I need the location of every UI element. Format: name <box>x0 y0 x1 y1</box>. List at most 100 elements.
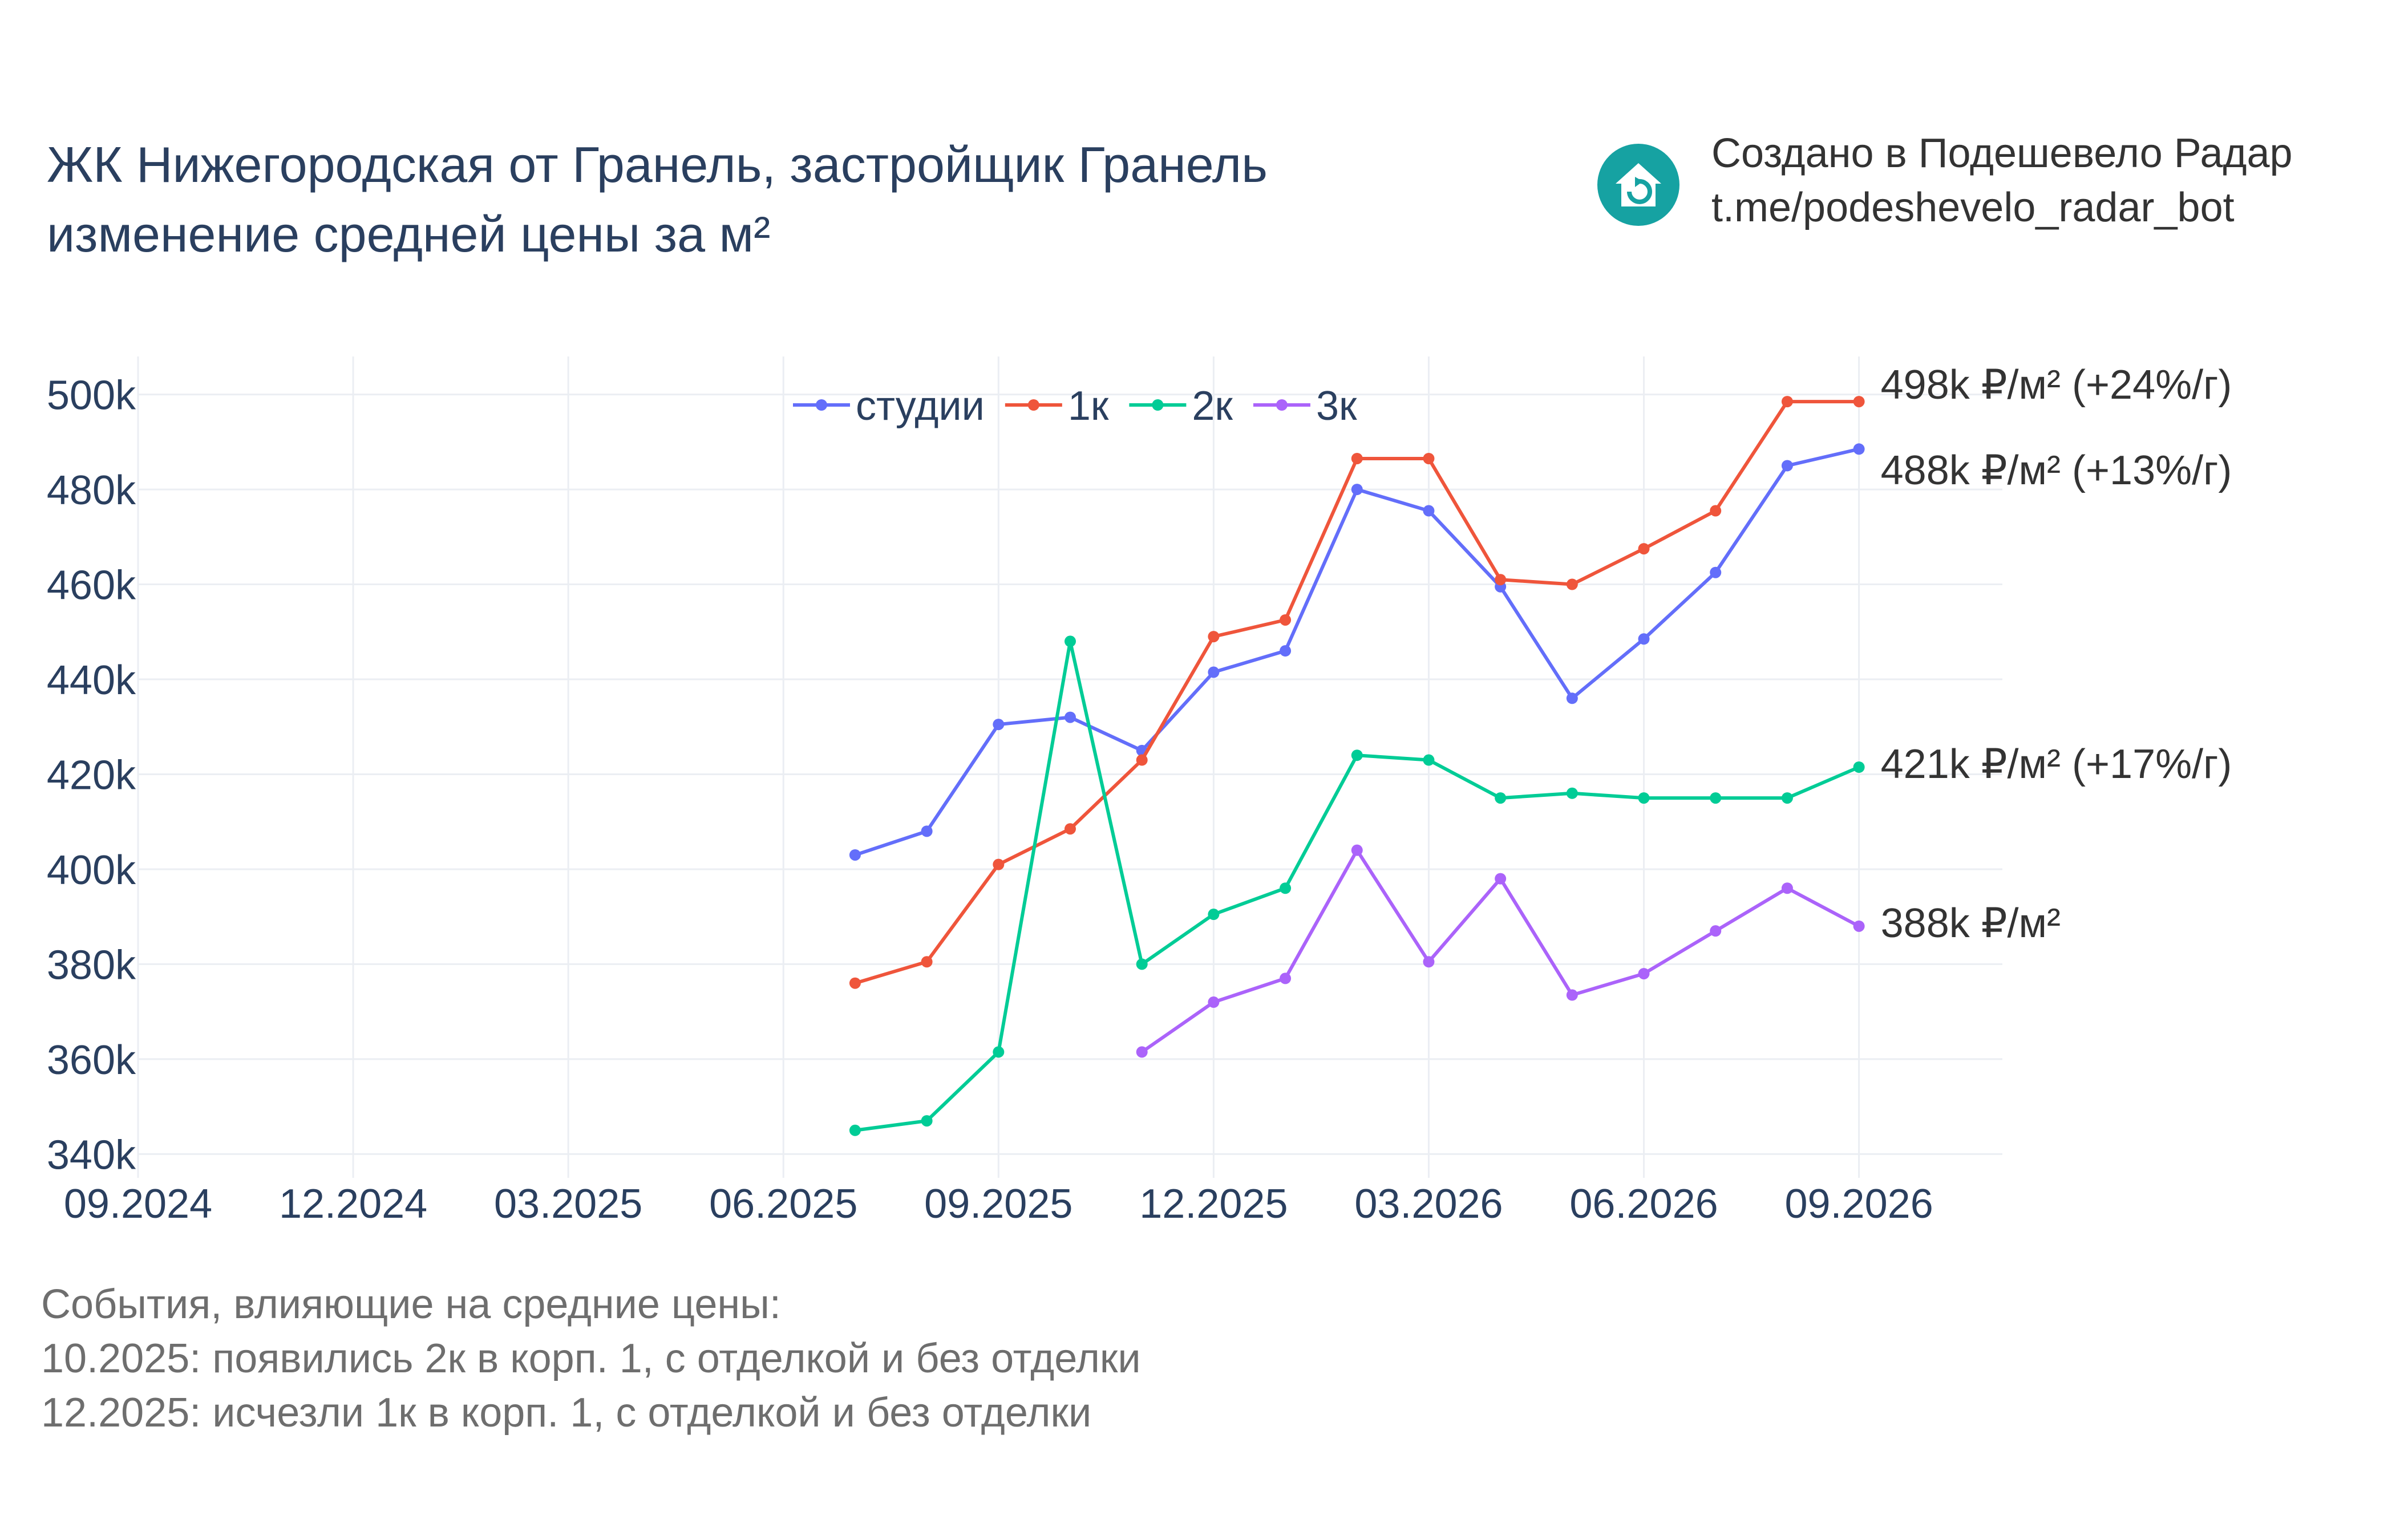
series-line <box>854 447 1860 857</box>
data-point <box>1853 396 1865 408</box>
series-студии <box>849 443 1865 861</box>
data-point <box>1280 645 1292 657</box>
data-point <box>1208 909 1220 921</box>
data-point <box>1853 443 1865 455</box>
axis-labels: 340k 360k 380k 400k 420k 440k 460k 480k 500k 09.2… <box>47 373 1933 1227</box>
data-point <box>1853 761 1865 773</box>
data-point <box>1351 452 1363 464</box>
data-point <box>993 1046 1005 1058</box>
data-point <box>1853 920 1865 932</box>
data-point <box>921 1115 933 1127</box>
y-tick-label: 420k <box>47 752 136 798</box>
legend-swatch-marker <box>1276 399 1288 411</box>
series-1к <box>849 396 1865 989</box>
series-lines <box>849 396 1865 1136</box>
grid-lines <box>137 356 2002 1178</box>
series-line <box>855 639 1860 1132</box>
legend-item: 1к <box>1005 383 1109 429</box>
data-point <box>1280 882 1292 894</box>
data-point <box>1638 543 1650 555</box>
x-tick-label: 06.2025 <box>709 1181 857 1227</box>
data-point <box>849 977 861 989</box>
credit-line-1: Создано в Подешевело Радар <box>1711 131 2293 176</box>
data-point <box>1351 749 1363 761</box>
data-point <box>1638 968 1650 980</box>
data-point <box>1710 505 1722 517</box>
events-heading: События, влияющие на средние цены: <box>41 1282 781 1327</box>
y-tick-label: 440k <box>47 658 136 703</box>
end-value-label: 488k ₽/м² (+13%/г) <box>1881 448 2232 493</box>
data-point <box>1566 692 1578 704</box>
data-point <box>1781 460 1793 472</box>
y-tick-label: 500k <box>47 373 136 419</box>
legend-label: 3к <box>1316 383 1357 429</box>
x-tick-label: 09.2024 <box>64 1181 212 1227</box>
legend-swatch-marker <box>1027 399 1039 411</box>
legend-swatch-marker <box>816 399 827 411</box>
end-value-label: 498k ₽/м² (+24%/г) <box>1881 362 2232 408</box>
credit-line-2: t.me/podeshevelo_radar_bot <box>1711 185 2235 230</box>
legend-label: 2к <box>1192 383 1233 429</box>
chart-title: ЖК Нижегородская от Гранель, застройщик … <box>47 130 1268 269</box>
data-point <box>1710 925 1722 937</box>
data-point <box>1638 633 1650 645</box>
y-tick-label: 480k <box>47 468 136 513</box>
y-tick-label: 400k <box>47 848 136 893</box>
data-point <box>1280 972 1292 984</box>
data-point <box>1781 882 1793 894</box>
data-point <box>1351 484 1363 496</box>
legend-item: 3к <box>1253 383 1357 429</box>
end-value-label: 388k ₽/м² <box>1881 901 2061 946</box>
title-line-1: ЖК Нижегородская от Гранель, застройщик … <box>47 136 1268 193</box>
data-point <box>1423 754 1435 766</box>
x-tick-label: 12.2024 <box>279 1181 427 1227</box>
event-item: 12.2025: исчезли 1к в корп. 1, с отделко… <box>41 1390 1092 1436</box>
series-2к <box>849 635 1865 1136</box>
data-point <box>1781 792 1793 804</box>
data-point <box>1710 792 1722 804</box>
end-labels: 488k ₽/м² (+13%/г) 498k ₽/м² (+24%/г) 421k… <box>1881 362 2232 946</box>
legend-swatch-marker <box>1152 399 1164 411</box>
data-point <box>1423 956 1435 968</box>
data-point <box>993 719 1005 731</box>
house-refresh-icon <box>1597 144 1679 226</box>
data-point <box>1208 996 1220 1008</box>
event-item: 10.2025: появились 2к в корп. 1, с отдел… <box>41 1336 1141 1381</box>
legend: студии 1к 2к 3к <box>793 383 1357 429</box>
data-point <box>849 1124 861 1136</box>
legend-item: 2к <box>1129 383 1233 429</box>
x-tick-label: 09.2025 <box>924 1181 1072 1227</box>
y-tick-label: 360k <box>47 1038 136 1083</box>
data-point <box>1495 574 1507 586</box>
legend-label: студии <box>856 383 985 429</box>
title-line-2: изменение средней цены за м² <box>47 206 771 262</box>
y-tick-label: 380k <box>47 942 136 988</box>
credit-block: Создано в Подешевело Радар t.me/podeshev… <box>1711 127 2293 235</box>
series-3к <box>1136 844 1865 1058</box>
events-block: События, влияющие на средние цены: 10.20… <box>41 1278 1141 1440</box>
data-point <box>1136 754 1148 766</box>
data-point <box>1638 792 1650 804</box>
x-tick-label: 12.2025 <box>1139 1181 1288 1227</box>
data-point <box>1710 566 1722 578</box>
data-point <box>1280 614 1292 626</box>
x-tick-label: 09.2026 <box>1784 1181 1933 1227</box>
data-point <box>1065 635 1076 647</box>
y-tick-label: 460k <box>47 563 136 609</box>
data-point <box>849 849 861 861</box>
y-tick-label: 340k <box>47 1132 136 1178</box>
data-point <box>1065 711 1076 723</box>
data-point <box>1351 844 1363 856</box>
data-point <box>1423 505 1435 517</box>
data-point <box>1136 1046 1148 1058</box>
legend-item: студии <box>793 383 985 429</box>
data-point <box>1781 396 1793 408</box>
data-point <box>993 858 1005 870</box>
data-point <box>1208 666 1220 678</box>
data-point <box>1566 578 1578 590</box>
x-tick-label: 03.2026 <box>1354 1181 1503 1227</box>
data-point <box>1136 958 1148 970</box>
legend-label: 1к <box>1068 383 1109 429</box>
data-point <box>1423 452 1435 464</box>
